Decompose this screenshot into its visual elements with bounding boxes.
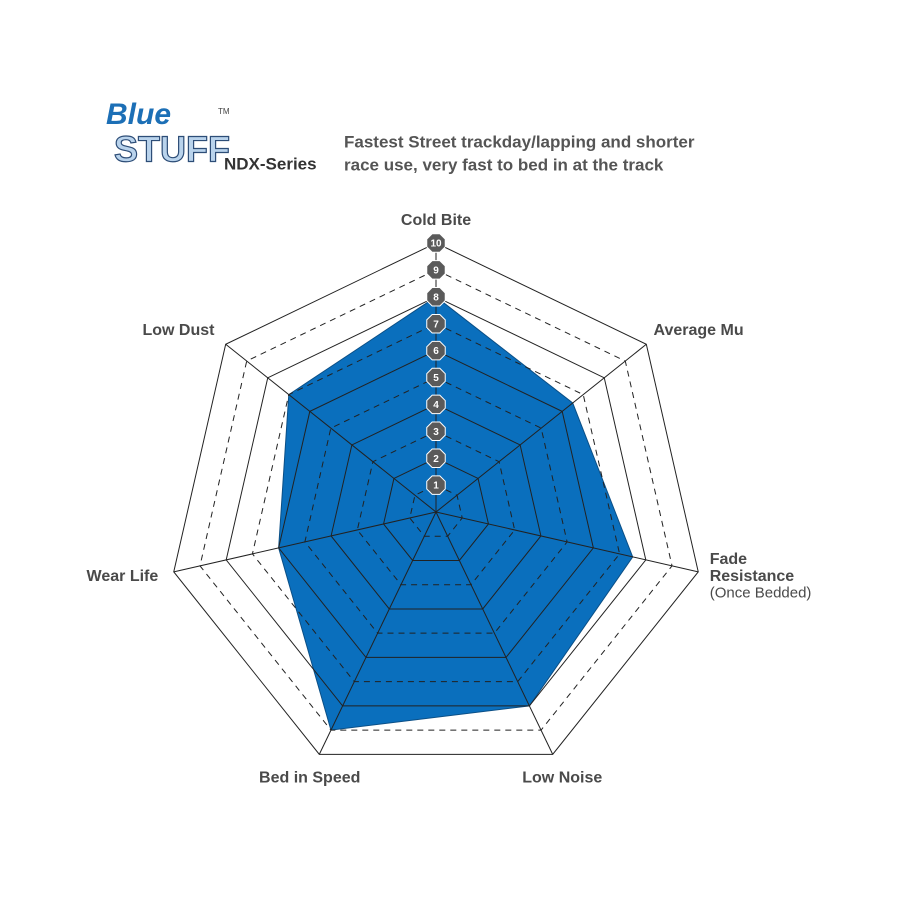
- r-tick-label: 1: [433, 481, 439, 492]
- tick-badge: [426, 233, 446, 253]
- tick-badge: [426, 313, 446, 334]
- grid-ring: [409, 484, 463, 537]
- grid-ring: [330, 403, 542, 610]
- r-tick-label: 7: [433, 319, 439, 330]
- r-tick-label: 8: [433, 292, 439, 303]
- tick-badge: [426, 340, 446, 361]
- category-label: Fade: [710, 551, 747, 568]
- category-label: Resistance: [710, 568, 795, 585]
- category-label: Wear Life: [87, 568, 159, 585]
- r-tick-label: 6: [433, 346, 439, 357]
- tick-badge: [426, 475, 446, 495]
- tick-badge: [426, 260, 446, 280]
- series-name: NDX-Series: [224, 154, 317, 173]
- spoke: [435, 511, 554, 755]
- grid-ring: [383, 457, 489, 561]
- spoke: [225, 343, 437, 513]
- spoke: [318, 511, 437, 755]
- r-tick-label: 4: [433, 400, 439, 411]
- grid-ring: [304, 376, 568, 634]
- tick-badge: [426, 367, 446, 388]
- grid-ring: [173, 242, 699, 755]
- tick-badge: [426, 394, 446, 415]
- category-label: Low Noise: [522, 769, 602, 786]
- description: race use, very fast to bed in at the tra…: [344, 155, 664, 174]
- r-tick-label: 2: [433, 454, 439, 465]
- spoke: [173, 511, 437, 573]
- grid-ring: [225, 296, 647, 707]
- r-tick-label: 9: [433, 266, 439, 277]
- logo-line2: STUFF: [114, 129, 230, 170]
- grid-ring: [356, 430, 516, 586]
- spoke: [435, 511, 699, 573]
- spoke: [435, 343, 647, 513]
- tick-badge: [426, 448, 446, 468]
- tick-badge: [426, 421, 446, 442]
- category-label: Average Mu: [654, 322, 744, 339]
- grid-ring: [199, 269, 673, 731]
- r-tick-label: 3: [433, 427, 439, 438]
- tick-badge: [426, 287, 446, 307]
- logo-line1: Blue: [106, 98, 171, 131]
- grid-ring: [251, 323, 621, 683]
- category-label: (Once Bedded): [710, 585, 812, 602]
- r-tick-label: 10: [430, 239, 442, 250]
- description: Fastest Street trackday/lapping and shor…: [344, 132, 695, 151]
- category-label: Cold Bite: [401, 212, 471, 229]
- logo-mark: TM: [218, 107, 230, 116]
- category-label: Low Dust: [142, 322, 215, 339]
- grid-ring: [278, 350, 594, 658]
- data-area: [278, 296, 634, 731]
- r-tick-label: 5: [433, 373, 439, 384]
- category-label: Bed in Speed: [259, 769, 360, 786]
